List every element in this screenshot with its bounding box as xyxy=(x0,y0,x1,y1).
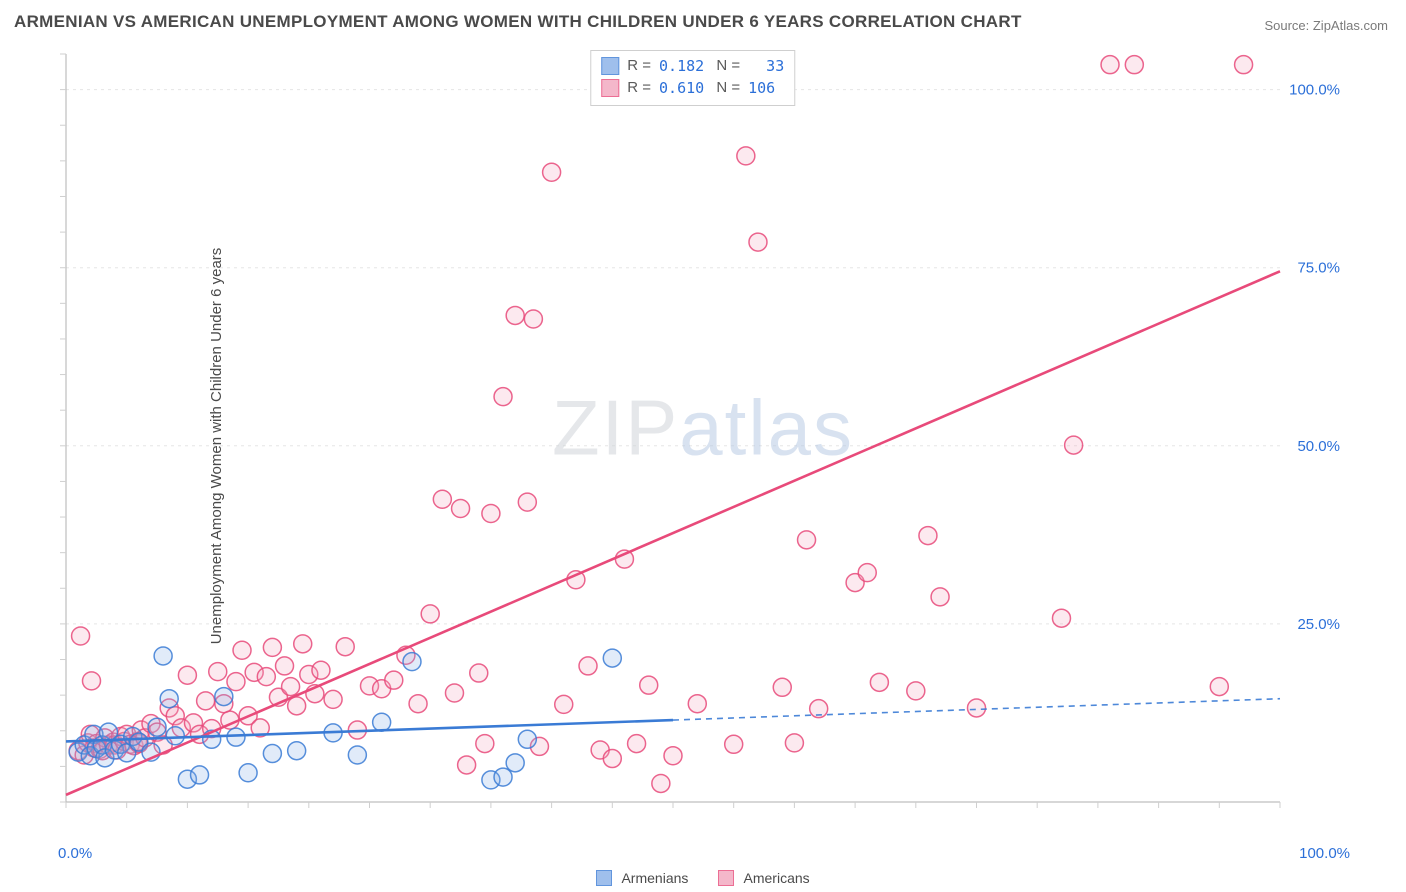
svg-text:50.0%: 50.0% xyxy=(1297,438,1340,455)
swatch-armenians-icon xyxy=(601,57,619,75)
scatter-plot: 25.0% 50.0% 75.0% 100.0% xyxy=(60,48,1350,838)
stat-n-americans: 106 xyxy=(748,77,775,99)
x-tick-max: 100.0% xyxy=(1299,845,1350,862)
legend-item-americans: Americans xyxy=(718,870,809,886)
legend-label-armenians: Armenians xyxy=(621,870,688,886)
stat-r-americans: 0.610 xyxy=(659,77,704,99)
stat-label-n: N = xyxy=(712,55,740,77)
stat-r-armenians: 0.182 xyxy=(659,55,704,77)
stat-label-r: R = xyxy=(627,77,651,99)
x-tick-min: 0.0% xyxy=(58,845,92,862)
legend-swatch-armenians-icon xyxy=(596,870,612,886)
chart-title: ARMENIAN VS AMERICAN UNEMPLOYMENT AMONG … xyxy=(14,12,1022,32)
svg-text:25.0%: 25.0% xyxy=(1297,616,1340,633)
legend-item-armenians: Armenians xyxy=(596,870,688,886)
stat-label-r: R = xyxy=(627,55,651,77)
stat-n-armenians: 33 xyxy=(748,55,784,77)
stats-row-americans: R = 0.610 N = 106 xyxy=(601,77,784,99)
svg-text:75.0%: 75.0% xyxy=(1297,260,1340,277)
svg-text:100.0%: 100.0% xyxy=(1289,82,1340,99)
chart-svg: 25.0% 50.0% 75.0% 100.0% xyxy=(60,48,1350,838)
legend-label-americans: Americans xyxy=(744,870,810,886)
stat-label-n: N = xyxy=(712,77,740,99)
correlation-stats-box: R = 0.182 N = 33 R = 0.610 N = 106 xyxy=(590,50,795,106)
swatch-americans-icon xyxy=(601,79,619,97)
legend-swatch-americans-icon xyxy=(718,870,734,886)
source-attribution: Source: ZipAtlas.com xyxy=(1264,18,1388,33)
bottom-legend: Armenians Americans xyxy=(0,870,1406,886)
stats-row-armenians: R = 0.182 N = 33 xyxy=(601,55,784,77)
